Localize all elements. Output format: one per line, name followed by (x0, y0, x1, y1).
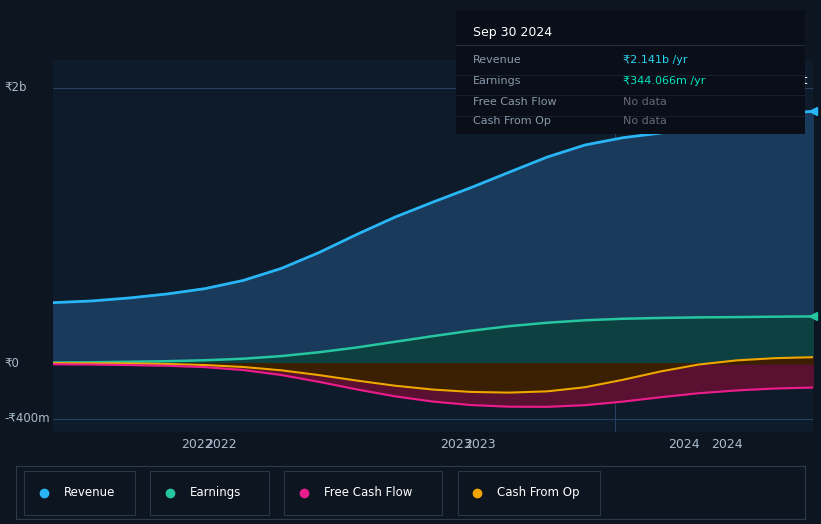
Text: 2023: 2023 (440, 438, 472, 451)
Text: No data: No data (623, 116, 667, 126)
Text: 2022: 2022 (181, 438, 213, 451)
Text: 2024: 2024 (667, 438, 699, 451)
Text: ₹2b: ₹2b (4, 81, 26, 94)
Text: 2023: 2023 (465, 438, 496, 451)
Text: Free Cash Flow: Free Cash Flow (473, 96, 557, 106)
Text: -₹400m: -₹400m (4, 412, 50, 425)
Text: Revenue: Revenue (473, 54, 522, 65)
Text: Free Cash Flow: Free Cash Flow (323, 486, 412, 499)
Text: ₹2.141b /yr: ₹2.141b /yr (623, 54, 688, 65)
Text: Earnings: Earnings (473, 75, 521, 85)
Text: Past: Past (784, 74, 809, 87)
Text: 2022: 2022 (204, 438, 236, 451)
Text: ₹344.066m /yr: ₹344.066m /yr (623, 75, 705, 85)
Text: Sep 30 2024: Sep 30 2024 (473, 27, 553, 39)
Text: Revenue: Revenue (64, 486, 115, 499)
Text: 2024: 2024 (711, 438, 742, 451)
Text: Cash From Op: Cash From Op (498, 486, 580, 499)
Text: No data: No data (623, 96, 667, 106)
Text: ₹0: ₹0 (4, 357, 19, 370)
Text: Cash From Op: Cash From Op (473, 116, 551, 126)
Text: Earnings: Earnings (190, 486, 241, 499)
